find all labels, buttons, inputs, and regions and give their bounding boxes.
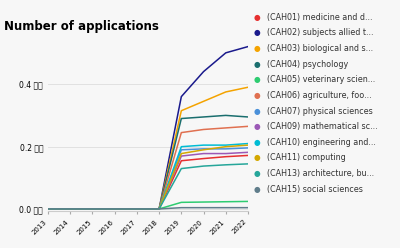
- Text: (CAH03) biological and s...: (CAH03) biological and s...: [267, 44, 373, 53]
- Text: (CAH11) computing: (CAH11) computing: [267, 154, 346, 162]
- Text: (CAH04) psychology: (CAH04) psychology: [267, 60, 348, 69]
- Text: (CAH05) veterinary scien...: (CAH05) veterinary scien...: [267, 75, 375, 84]
- Text: (CAH06) agriculture, foo...: (CAH06) agriculture, foo...: [267, 91, 372, 100]
- Text: Number of applications: Number of applications: [4, 20, 159, 33]
- Text: (CAH09) mathematical sc...: (CAH09) mathematical sc...: [267, 122, 378, 131]
- Text: (CAH13) architecture, bu...: (CAH13) architecture, bu...: [267, 169, 374, 178]
- Text: ●: ●: [254, 169, 261, 178]
- Text: ●: ●: [254, 138, 261, 147]
- Text: ●: ●: [254, 107, 261, 116]
- Text: (CAH15) social sciences: (CAH15) social sciences: [267, 185, 363, 194]
- Text: ●: ●: [254, 122, 261, 131]
- Text: ●: ●: [254, 91, 261, 100]
- Text: ●: ●: [254, 29, 261, 37]
- Text: (CAH07) physical sciences: (CAH07) physical sciences: [267, 107, 372, 116]
- Text: ●: ●: [254, 75, 261, 84]
- Text: ●: ●: [254, 185, 261, 194]
- Text: (CAH10) engineering and...: (CAH10) engineering and...: [267, 138, 376, 147]
- Text: ●: ●: [254, 44, 261, 53]
- Text: (CAH01) medicine and d...: (CAH01) medicine and d...: [267, 13, 372, 22]
- Text: ●: ●: [254, 154, 261, 162]
- Text: ●: ●: [254, 60, 261, 69]
- Text: (CAH02) subjects allied t...: (CAH02) subjects allied t...: [267, 29, 373, 37]
- Text: ●: ●: [254, 13, 261, 22]
